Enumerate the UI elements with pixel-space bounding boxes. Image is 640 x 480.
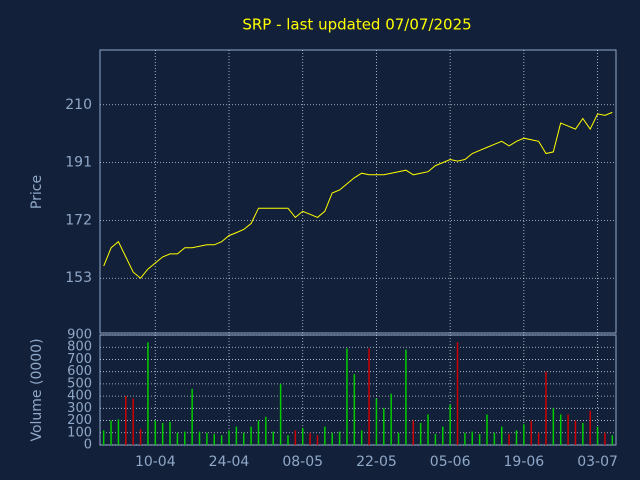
volume-bar — [139, 429, 142, 445]
volume-bar — [353, 374, 356, 445]
volume-bar — [471, 431, 474, 445]
volume-bar — [500, 426, 503, 445]
volume-bar — [523, 424, 525, 445]
volume-bar — [368, 348, 370, 445]
volume-bar — [324, 426, 326, 445]
volume-bar — [242, 432, 245, 445]
volume-bar — [346, 348, 348, 445]
volume-bar — [272, 431, 274, 445]
volume-bar — [250, 426, 252, 445]
volume-bar — [486, 414, 488, 445]
volume-bar — [287, 435, 289, 445]
volume-bar — [265, 416, 267, 445]
x-tick-label: 05-06 — [430, 454, 471, 470]
plot-frame — [99, 334, 617, 446]
volume-bar — [206, 432, 208, 445]
volume-bar — [228, 430, 230, 445]
volume-bar — [596, 426, 599, 445]
volume-bar — [154, 420, 157, 445]
volume-bar — [508, 434, 510, 445]
y-tick-label: 500 — [67, 376, 92, 391]
volume-bar — [434, 434, 437, 445]
y-tick-label: 0 — [84, 438, 92, 453]
volume-bar — [405, 349, 407, 445]
volume-bar — [449, 404, 451, 445]
volume-bar — [493, 432, 496, 445]
volume-bar — [257, 420, 260, 445]
volume-bar — [427, 414, 429, 445]
volume-bar — [559, 414, 562, 445]
volume-bar — [301, 427, 304, 445]
volume-bar — [442, 426, 444, 445]
y-tick-label: 600 — [67, 364, 92, 379]
y-axis-label: Volume (0000) — [29, 338, 45, 441]
y-tick-label: 100 — [67, 425, 92, 440]
volume-bar — [161, 423, 164, 445]
x-tick-label: 24-04 — [209, 454, 250, 470]
volume-bar — [582, 423, 584, 445]
y-tick-label: 400 — [67, 389, 92, 404]
y-tick-label: 191 — [65, 155, 92, 171]
volume-bar — [235, 426, 238, 445]
volume-bar — [375, 398, 378, 445]
x-tick-label: 22-05 — [356, 454, 397, 470]
volume-bar — [419, 423, 422, 445]
volume-bar — [397, 432, 400, 445]
y-tick-label: 700 — [67, 352, 92, 367]
x-tick-label: 08-05 — [282, 454, 323, 470]
volume-bar — [604, 432, 606, 445]
volume-bar — [316, 435, 319, 445]
y-tick-label: 800 — [67, 340, 92, 355]
volume-bar — [198, 431, 201, 445]
volume-bar — [102, 430, 105, 445]
price-line — [103, 111, 613, 279]
volume-bar — [125, 396, 127, 445]
volume-bar — [213, 434, 216, 445]
volume-bar — [530, 420, 532, 445]
volume-bar — [589, 410, 591, 445]
volume-bar — [309, 432, 311, 445]
volume-bar — [338, 431, 341, 445]
x-tick-label: 19-06 — [504, 454, 545, 470]
x-tick-label: 10-04 — [135, 454, 176, 470]
volume-bar — [545, 371, 547, 445]
y-tick-label: 300 — [67, 401, 92, 416]
volume-bar — [294, 430, 297, 445]
volume-bar — [117, 419, 120, 445]
volume-bar — [478, 434, 481, 445]
volume-bar — [331, 432, 333, 445]
y-tick-label: 900 — [67, 328, 92, 343]
y-tick-label: 210 — [65, 97, 92, 113]
volume-bar — [147, 342, 149, 445]
volume-bar — [220, 435, 223, 445]
chart-title: SRP - last updated 07/07/2025 — [242, 16, 471, 34]
volume-bar — [169, 421, 171, 445]
volume-bar — [390, 393, 392, 445]
volume-bar — [552, 408, 555, 445]
volume-bar — [611, 435, 614, 445]
volume-bar — [412, 420, 415, 445]
volume-bar — [515, 430, 518, 445]
y-tick-label: 153 — [65, 270, 92, 286]
volume-bar — [567, 414, 569, 445]
plot-frame — [99, 49, 617, 334]
y-tick-label: 172 — [65, 212, 92, 228]
x-tick-label: 03-07 — [577, 454, 618, 470]
volume-bar — [110, 420, 112, 445]
volume-bar — [456, 342, 459, 445]
volume-bar — [537, 432, 540, 445]
volume-bar — [132, 398, 134, 445]
y-axis-label: Price — [29, 175, 45, 209]
volume-bar — [464, 432, 466, 445]
volume-bar — [279, 383, 282, 445]
volume-bar — [574, 420, 577, 445]
volume-bar — [360, 430, 363, 445]
volume-bar — [176, 432, 179, 445]
volume-bar — [191, 388, 193, 445]
y-tick-label: 200 — [67, 413, 92, 428]
volume-bar — [184, 431, 186, 445]
volume-bar — [383, 408, 385, 445]
